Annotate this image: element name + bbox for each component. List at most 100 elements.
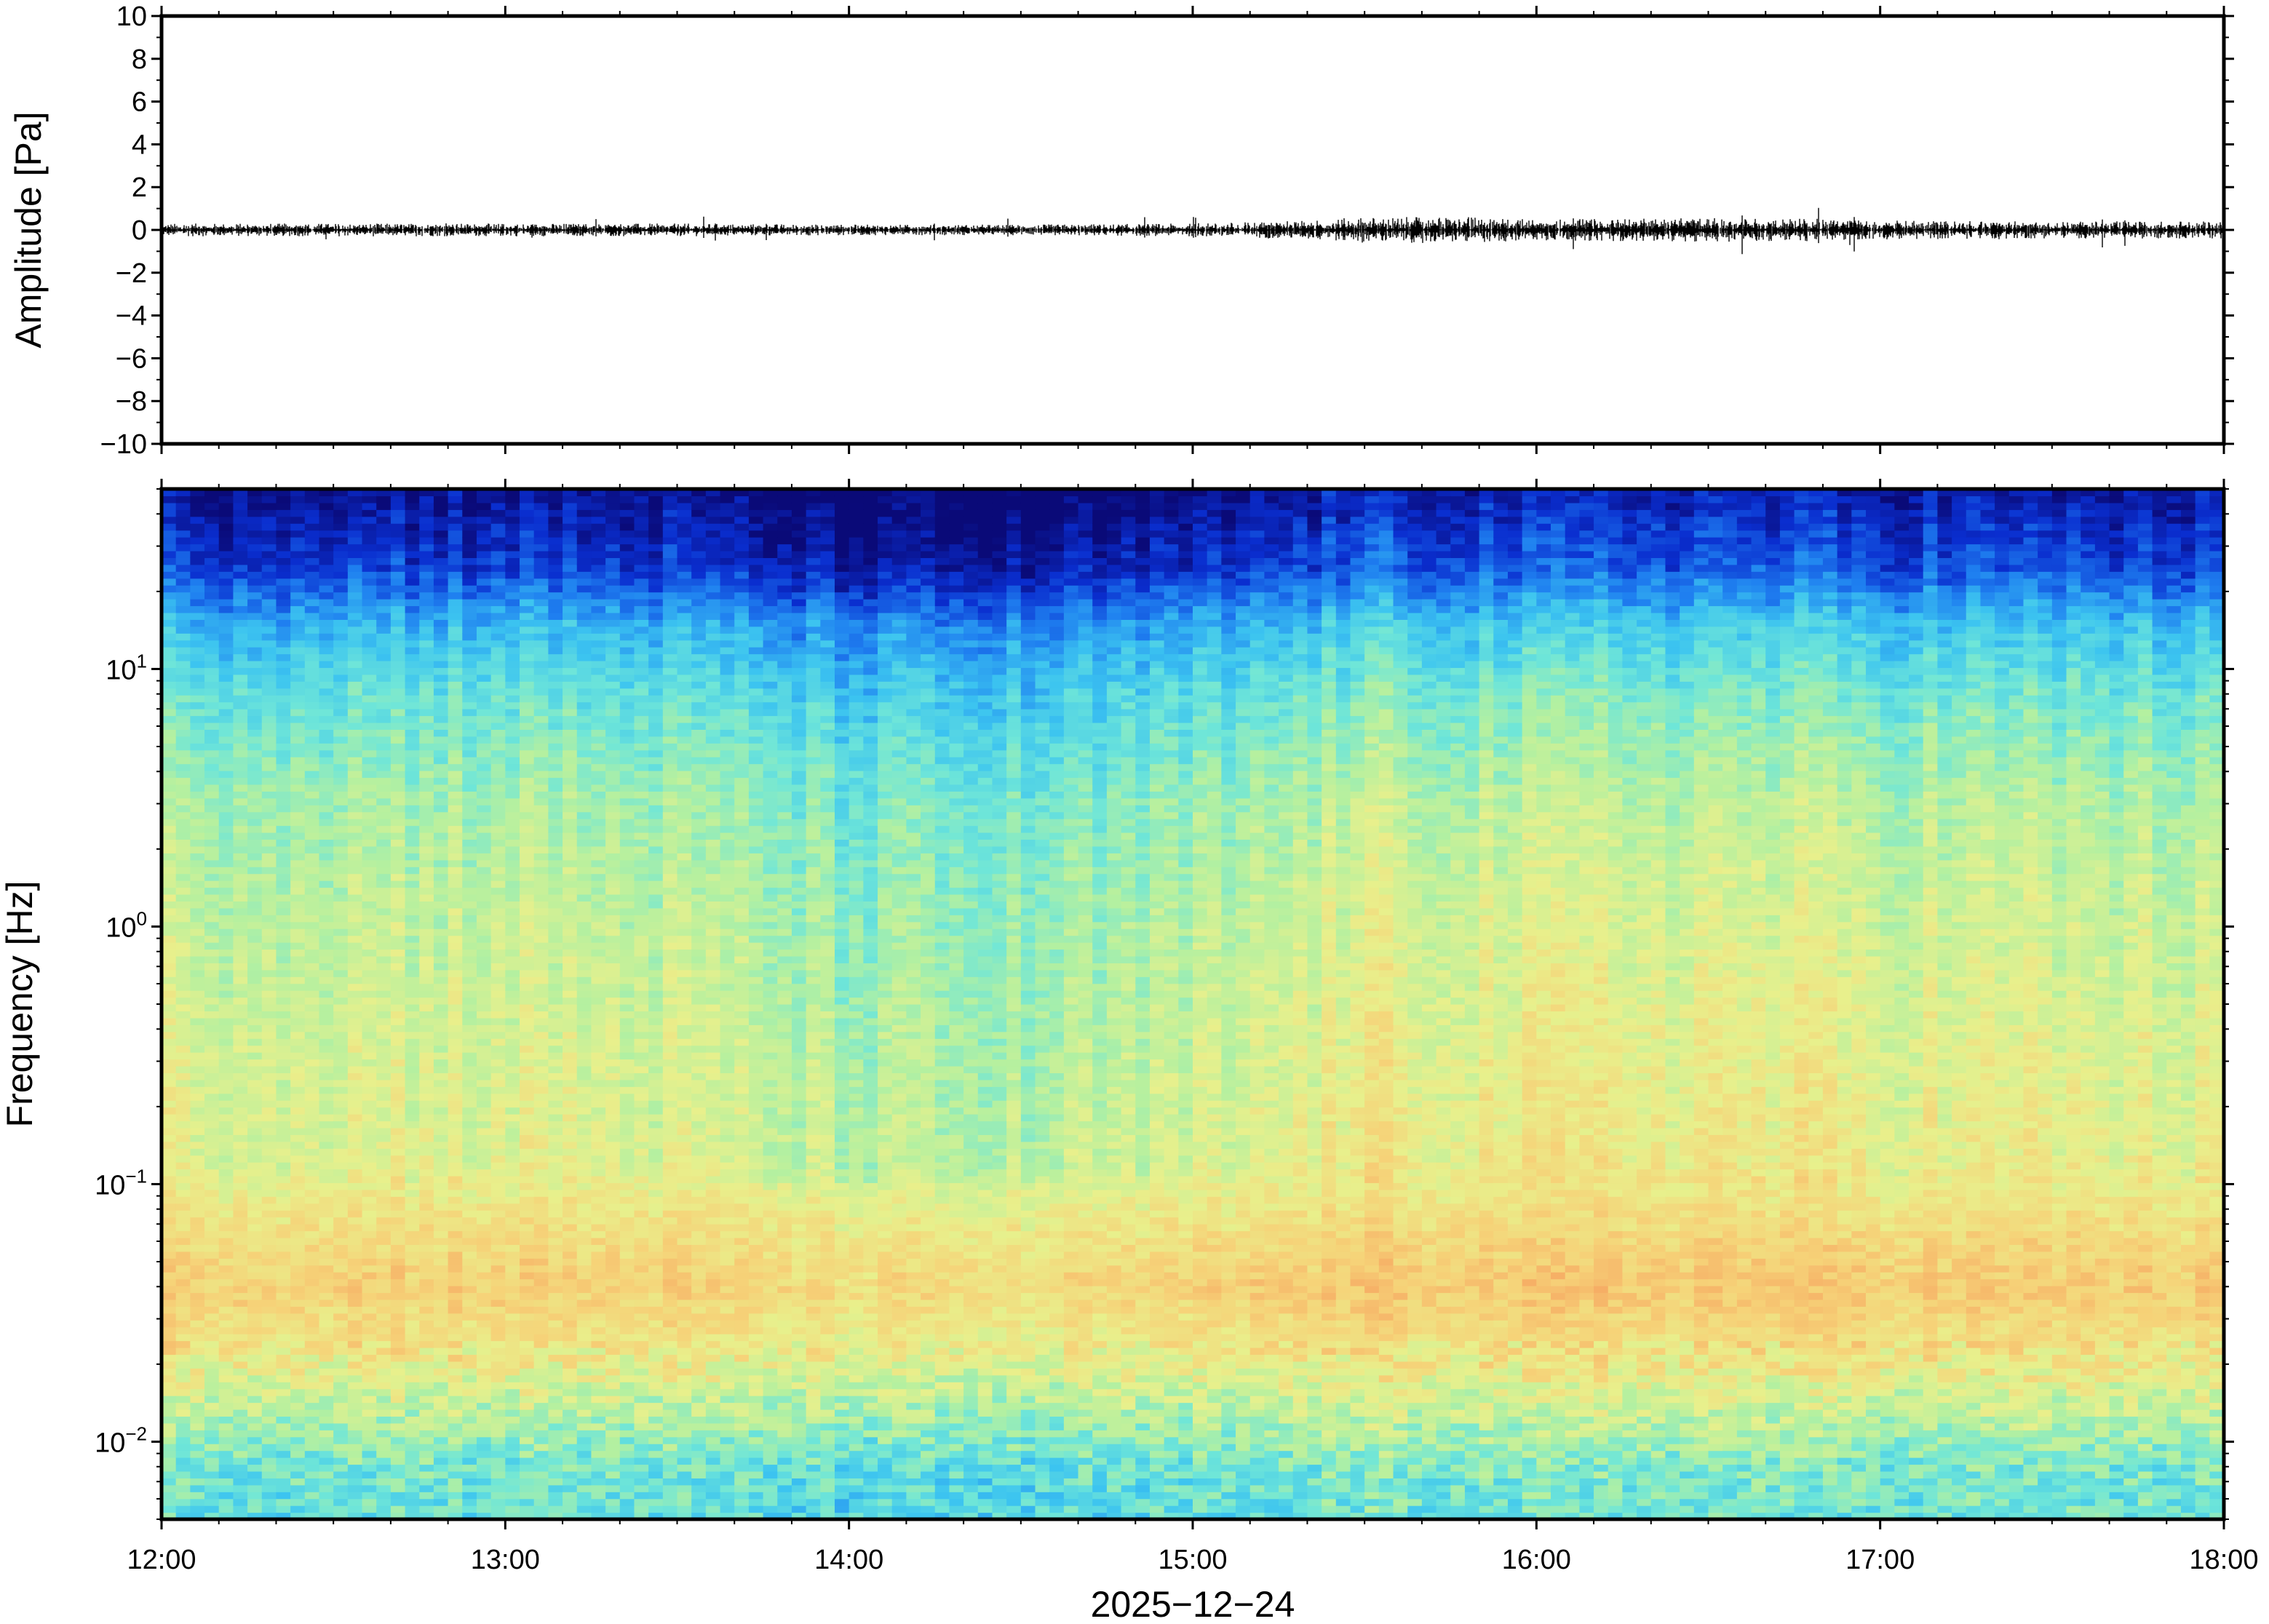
spectrogram-cell <box>190 1210 204 1217</box>
spectrogram-cell <box>219 1286 234 1293</box>
spectrogram-cell <box>276 750 290 757</box>
spectrogram-cell <box>605 695 620 702</box>
spectrogram-cell <box>548 1162 563 1169</box>
spectrogram-cell <box>233 1499 247 1506</box>
spectrogram-cell <box>204 922 219 929</box>
spectrogram-cell <box>434 1437 448 1444</box>
spectrogram-cell <box>348 1210 362 1217</box>
spectrogram-cell <box>448 1279 463 1286</box>
spectrogram-cell <box>505 1292 520 1299</box>
spectrogram-cell <box>333 695 348 702</box>
spectrogram-cell <box>391 1375 405 1382</box>
spectrogram-cell <box>190 1032 204 1039</box>
spectrogram-cell <box>233 1375 247 1382</box>
spectrogram-cell <box>419 1004 434 1011</box>
spectrogram-cell <box>376 1292 391 1299</box>
spectrogram-cell <box>276 1107 290 1115</box>
spectrogram-cell <box>162 1182 176 1190</box>
spectrogram-cell <box>190 1423 204 1430</box>
spectrogram-cell <box>563 578 577 586</box>
spectrogram-cell <box>605 976 620 984</box>
spectrogram-cell <box>448 517 463 524</box>
spectrogram-cell <box>305 1134 319 1142</box>
spectrogram-cell <box>247 557 262 565</box>
spectrogram-cell <box>348 1231 362 1238</box>
spectrogram-cell <box>520 1224 534 1231</box>
spectrogram-cell <box>520 1430 534 1437</box>
spectrogram-cell <box>605 599 620 606</box>
spectrogram-cell <box>305 757 319 764</box>
spectrogram-cell <box>391 681 405 688</box>
spectrogram-cell <box>204 1368 219 1375</box>
spectrogram-cell <box>319 709 333 716</box>
spectrogram-cell <box>405 819 420 826</box>
spectrogram-cell <box>405 557 420 565</box>
spectrogram-cell <box>190 764 204 771</box>
spectrogram-cell <box>419 729 434 736</box>
spectrogram-cell <box>391 764 405 771</box>
spectrogram-cell <box>190 757 204 764</box>
spectrogram-cell <box>276 1464 290 1471</box>
spectrogram-cell <box>247 1292 262 1299</box>
spectrogram-cell <box>462 613 477 620</box>
spectrogram-cell <box>348 654 362 661</box>
spectrogram-cell <box>591 764 605 771</box>
spectrogram-cell <box>162 523 176 530</box>
spectrogram-cell <box>548 771 563 778</box>
spectrogram-cell <box>505 729 520 736</box>
spectrogram-cell <box>448 1155 463 1163</box>
spectrogram-cell <box>190 1375 204 1382</box>
spectrogram-cell <box>262 654 277 661</box>
spectrogram-cell <box>290 764 305 771</box>
spectrogram-cell <box>605 1032 620 1039</box>
spectrogram-cell <box>605 1224 620 1231</box>
spectrogram-cell <box>520 674 534 682</box>
spectrogram-cell <box>219 936 234 943</box>
spectrogram-cell <box>419 990 434 998</box>
spectrogram-cell <box>305 654 319 661</box>
spectrogram-cell <box>448 1066 463 1073</box>
spectrogram-cell <box>605 523 620 530</box>
spectrogram-cell <box>376 839 391 846</box>
spectrogram-cell <box>262 592 277 600</box>
spectrogram-cell <box>162 1313 176 1321</box>
spectrogram-cell <box>477 503 491 510</box>
spectrogram-cell <box>333 1306 348 1313</box>
spectrogram-cell <box>305 1004 319 1011</box>
spectrogram-cell <box>276 544 290 552</box>
spectrogram-cell <box>247 1471 262 1478</box>
spectrogram-cell <box>391 791 405 798</box>
spectrogram-cell <box>462 1334 477 1341</box>
spectrogram-cell <box>605 832 620 840</box>
spectrogram-cell <box>591 517 605 524</box>
spectrogram-cell <box>505 1437 520 1444</box>
spectrogram-cell <box>434 695 448 702</box>
spectrogram-cell <box>204 750 219 757</box>
spectrogram-cell <box>319 1004 333 1011</box>
spectrogram-cell <box>276 1210 290 1217</box>
spectrogram-cell <box>290 1148 305 1155</box>
spectrogram-cell <box>505 1478 520 1485</box>
spectrogram-cell <box>434 901 448 908</box>
spectrogram-cell <box>276 860 290 867</box>
spectrogram-cell <box>290 1292 305 1299</box>
spectrogram-cell <box>333 1368 348 1375</box>
spectrogram-cell <box>448 530 463 538</box>
spectrogram-cell <box>204 990 219 998</box>
spectrogram-cell <box>276 984 290 991</box>
spectrogram-cell <box>262 1107 277 1115</box>
spectrogram-cell <box>448 626 463 634</box>
spectrogram-cell <box>434 681 448 688</box>
spectrogram-cell <box>333 681 348 688</box>
spectrogram-cell <box>348 1004 362 1011</box>
spectrogram-cell <box>577 1505 592 1513</box>
spectrogram-cell <box>405 1142 420 1149</box>
spectrogram-cell <box>548 702 563 709</box>
spectrogram-cell <box>247 1485 262 1492</box>
spectrogram-cell <box>434 764 448 771</box>
spectrogram-cell <box>233 544 247 552</box>
spectrogram-cell <box>534 1024 549 1032</box>
spectrogram-cell <box>305 613 319 620</box>
spectrogram-cell <box>462 757 477 764</box>
spectrogram-cell <box>204 839 219 846</box>
